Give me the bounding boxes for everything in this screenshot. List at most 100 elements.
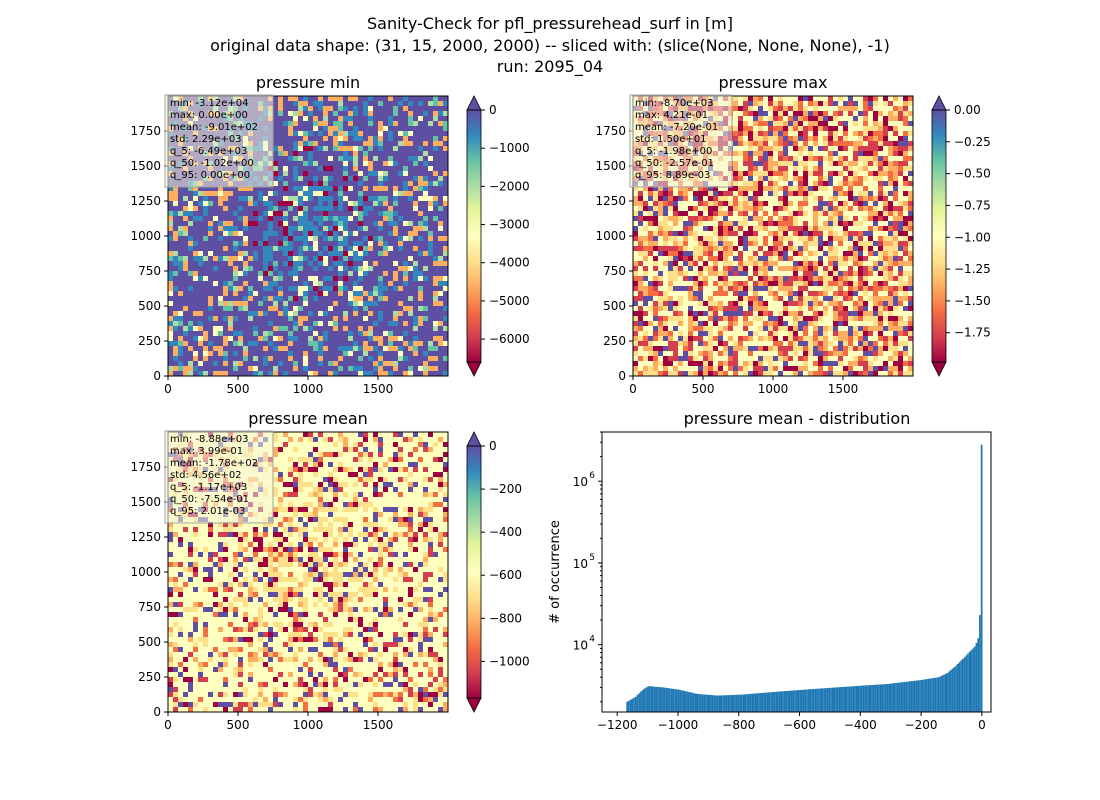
heatmap-cell — [208, 371, 214, 377]
heatmap-cell — [198, 336, 204, 342]
heatmap-cell — [313, 371, 319, 377]
heatmap-cell — [348, 326, 354, 332]
heatmap-cell — [398, 346, 404, 352]
heatmap-cell — [428, 111, 434, 117]
heatmap-cell — [193, 361, 199, 367]
heatmap-cell — [723, 246, 729, 252]
heatmap-cell — [423, 271, 429, 277]
heatmap-cell — [783, 176, 789, 182]
heatmap-cell — [903, 161, 909, 167]
heatmap-cell — [403, 221, 409, 227]
heatmap-cell — [433, 276, 439, 282]
heatmap-cell — [858, 241, 864, 247]
heatmap-cell — [193, 221, 199, 227]
heatmap-cell — [813, 136, 819, 142]
heatmap-cell — [343, 306, 349, 312]
heatmap-cell — [233, 246, 239, 252]
heatmap-cell — [828, 126, 834, 132]
heatmap-cell — [868, 141, 874, 147]
heatmap-cell — [203, 246, 209, 252]
heatmap-cell — [303, 131, 309, 137]
heatmap-cell — [263, 301, 269, 307]
heatmap-cell — [688, 211, 694, 217]
heatmap-cell — [388, 121, 394, 127]
heatmap-cell — [828, 176, 834, 182]
heatmap-cell — [298, 301, 304, 307]
heatmap-cell — [383, 161, 389, 167]
heatmap-cell — [233, 351, 239, 357]
heatmap-cell — [218, 266, 224, 272]
heatmap-cell — [753, 151, 759, 157]
heatmap-cell — [313, 141, 319, 147]
heatmap-cell — [413, 266, 419, 272]
heatmap-cell — [778, 151, 784, 157]
heatmap-cell — [363, 221, 369, 227]
heatmap-cell — [788, 231, 794, 237]
heatmap-cell — [308, 266, 314, 272]
heatmap-cell — [403, 266, 409, 272]
heatmap-cell — [428, 96, 434, 102]
heatmap-cell — [283, 341, 289, 347]
heatmap-cell — [903, 156, 909, 162]
heatmap-cell — [693, 241, 699, 247]
heatmap-cell — [373, 316, 379, 322]
heatmap-cell — [168, 306, 174, 312]
heatmap-cell — [328, 246, 334, 252]
heatmap-cell — [313, 351, 319, 357]
heatmap-cell — [838, 126, 844, 132]
heatmap-cell — [178, 236, 184, 242]
heatmap-cell — [423, 336, 429, 342]
heatmap-cell — [183, 346, 189, 352]
heatmap-cell — [418, 121, 424, 127]
heatmap-cell — [298, 201, 304, 207]
heatmap-cell — [908, 121, 914, 127]
heatmap-cell — [833, 96, 839, 102]
heatmap-cell — [308, 141, 314, 147]
heatmap-cell — [183, 311, 189, 317]
heatmap-cell — [338, 331, 344, 337]
heatmap-cell — [423, 236, 429, 242]
heatmap-cell — [848, 101, 854, 107]
heatmap-cell — [348, 371, 354, 377]
heatmap-cell — [748, 236, 754, 242]
heatmap-cell — [393, 366, 399, 372]
heatmap-cell — [843, 221, 849, 227]
heatmap-cell — [828, 186, 834, 192]
heatmap-cell — [903, 146, 909, 152]
heatmap-cell — [898, 211, 904, 217]
heatmap-cell — [423, 96, 429, 102]
heatmap-cell — [173, 336, 179, 342]
heatmap-cell — [213, 296, 219, 302]
heatmap-cell — [408, 206, 414, 212]
heatmap-cell — [388, 176, 394, 182]
heatmap-cell — [263, 356, 269, 362]
heatmap-cell — [763, 231, 769, 237]
heatmap-cell — [343, 256, 349, 262]
heatmap-cell — [748, 176, 754, 182]
heatmap-cell — [293, 191, 299, 197]
heatmap-cell — [383, 251, 389, 257]
heatmap-cell — [813, 241, 819, 247]
heatmap-cell — [203, 236, 209, 242]
heatmap-cell — [908, 146, 914, 152]
heatmap-cell — [408, 126, 414, 132]
heatmap-cell — [343, 161, 349, 167]
heatmap-cell — [418, 326, 424, 332]
heatmap-cell — [223, 326, 229, 332]
heatmap-cell — [898, 181, 904, 187]
heatmap-cell — [758, 171, 764, 177]
heatmap-cell — [268, 251, 274, 257]
heatmap-cell — [388, 266, 394, 272]
heatmap-cell — [268, 231, 274, 237]
heatmap-cell — [393, 266, 399, 272]
heatmap-cell — [738, 151, 744, 157]
heatmap-cell — [383, 256, 389, 262]
heatmap-cell — [363, 236, 369, 242]
heatmap-cell — [793, 216, 799, 222]
heatmap-cell — [658, 191, 664, 197]
heatmap-cell — [433, 246, 439, 252]
heatmap-cell — [333, 251, 339, 257]
heatmap-cell — [423, 101, 429, 107]
heatmap-cell — [318, 126, 324, 132]
heatmap-cell — [758, 126, 764, 132]
